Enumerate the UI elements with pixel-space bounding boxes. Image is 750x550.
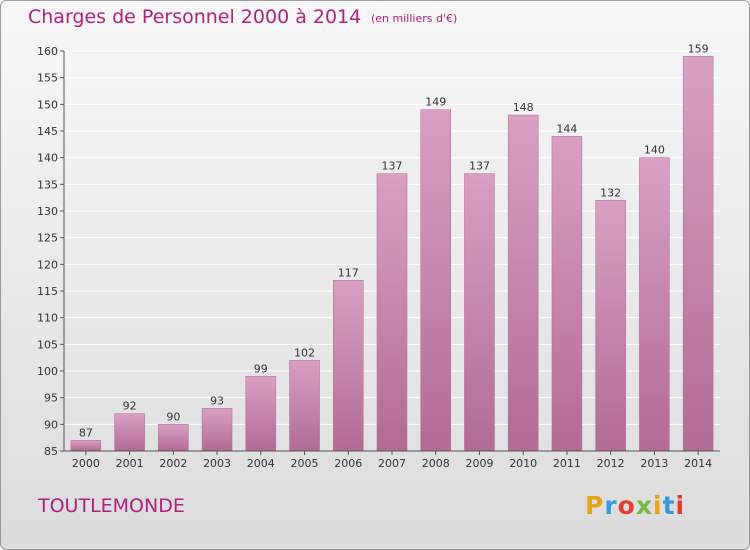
value-label-2009: 137 — [469, 160, 490, 173]
axis-layer: 85 90 95 100 105 110 115 120 125 130 135 140 145 150 1… — [37, 45, 720, 470]
x-tick-label-2011: 2011 — [553, 457, 581, 470]
bar-layer: 87 92 90 93 99 102 117 137 149 137 148 144 132 140 159 — [70, 42, 714, 452]
value-label-2008: 149 — [425, 96, 446, 109]
value-label-2004: 99 — [254, 362, 268, 375]
value-label-2000: 87 — [79, 426, 93, 439]
x-tick-label-2009: 2009 — [465, 457, 493, 470]
bar-2013 — [639, 157, 670, 452]
y-tick-label: 125 — [37, 232, 58, 245]
x-tick-label-2003: 2003 — [203, 457, 231, 470]
y-tick-label: 150 — [37, 98, 58, 111]
bar-2009 — [464, 173, 495, 452]
bar-2001 — [114, 413, 145, 452]
x-tick-label-2001: 2001 — [116, 457, 144, 470]
value-label-2013: 140 — [644, 144, 665, 157]
bar-2003 — [201, 408, 233, 452]
value-label-2012: 132 — [600, 186, 621, 199]
logo-letter: i — [675, 491, 686, 520]
x-tick-label-2012: 2012 — [597, 457, 625, 470]
y-tick-label: 115 — [37, 285, 58, 298]
y-tick-label: 120 — [37, 258, 58, 271]
proxiti-logo: Proxiti — [585, 491, 685, 520]
value-label-2007: 137 — [382, 160, 403, 173]
x-tick-label-2005: 2005 — [291, 457, 319, 470]
logo-letter: x — [635, 491, 653, 520]
x-tick-label-2010: 2010 — [509, 457, 537, 470]
y-tick-label: 95 — [44, 392, 58, 405]
value-label-2005: 102 — [294, 346, 315, 359]
value-label-2010: 148 — [513, 101, 534, 114]
logo-letter: r — [604, 491, 618, 520]
bar-2006 — [333, 280, 364, 452]
value-label-2003: 93 — [210, 394, 224, 407]
y-tick-label: 105 — [37, 338, 58, 351]
x-tick-label-2007: 2007 — [378, 457, 406, 470]
y-tick-label: 110 — [37, 312, 58, 325]
y-tick-label: 90 — [44, 418, 58, 431]
y-tick-label: 160 — [37, 45, 58, 58]
x-tick-label-2002: 2002 — [159, 457, 187, 470]
x-tick-label-2006: 2006 — [334, 457, 362, 470]
value-label-2011: 144 — [556, 122, 577, 135]
value-label-2014: 159 — [688, 42, 709, 55]
bar-2000 — [70, 440, 102, 452]
y-tick-label: 140 — [37, 152, 58, 165]
value-label-2006: 117 — [338, 266, 359, 279]
value-label-2001: 92 — [123, 400, 137, 413]
x-tick-label-2004: 2004 — [247, 457, 275, 470]
bar-2007 — [376, 173, 408, 452]
commune-name: TOUTLEMONDE — [38, 495, 185, 517]
y-tick-label: 135 — [37, 178, 58, 191]
chart-title: Charges de Personnel 2000 à 2014 — [28, 6, 362, 28]
bar-2005 — [289, 360, 320, 452]
y-tick-label: 85 — [44, 445, 58, 458]
logo-letter: i — [653, 491, 663, 520]
x-tick-label-2000: 2000 — [72, 457, 100, 470]
bar-2014 — [682, 56, 714, 452]
y-tick-label: 145 — [37, 125, 58, 138]
logo-letter: P — [585, 491, 605, 520]
bar-2008 — [420, 109, 451, 452]
chart-unit: (en milliers d'€) — [371, 12, 458, 25]
y-tick-label: 100 — [37, 365, 58, 378]
x-tick-label-2014: 2014 — [684, 457, 712, 470]
bar-2010 — [507, 114, 539, 452]
bar-2012 — [595, 200, 626, 452]
bar-2002 — [158, 424, 189, 452]
y-tick-label: 130 — [37, 205, 58, 218]
logo-letter: t — [662, 491, 676, 520]
value-label-2002: 90 — [166, 410, 180, 423]
x-tick-label-2013: 2013 — [640, 457, 668, 470]
x-tick-label-2008: 2008 — [422, 457, 450, 470]
logo-letter: o — [617, 491, 636, 520]
bar-2004 — [245, 376, 277, 452]
bar-2011 — [551, 136, 583, 452]
y-tick-label: 155 — [37, 72, 58, 85]
